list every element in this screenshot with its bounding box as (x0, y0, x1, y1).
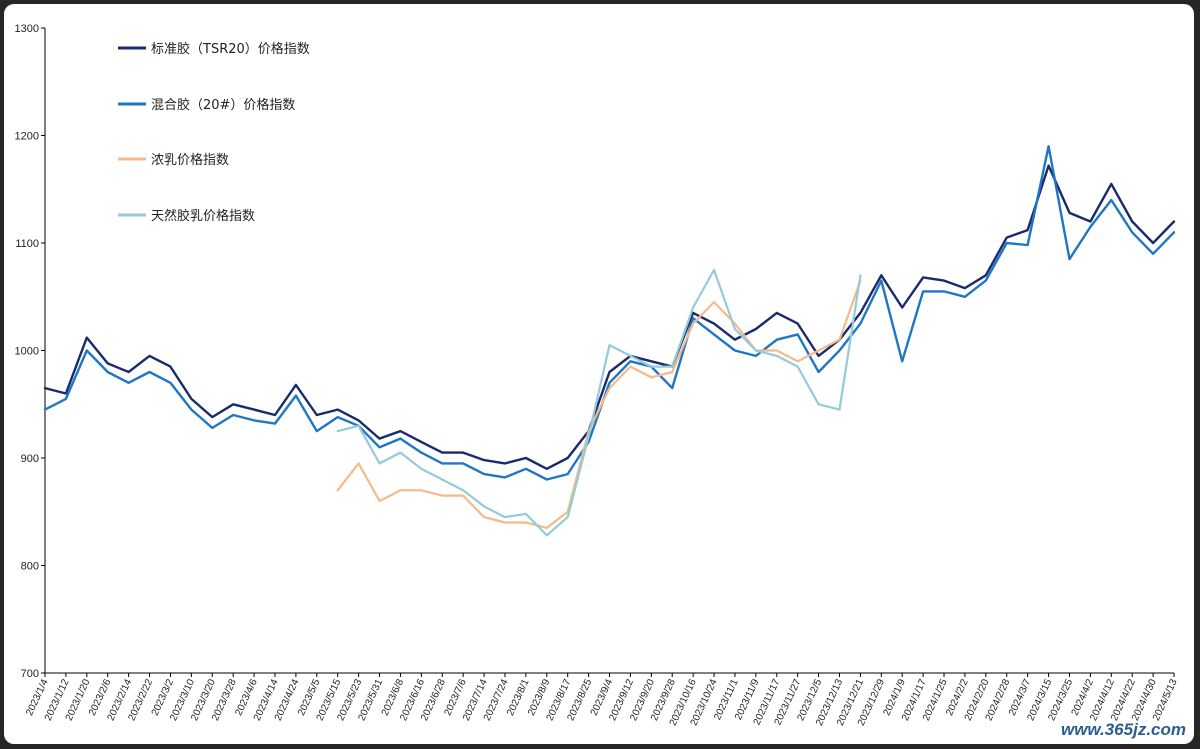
legend-label: 标准胶（TSR20）价格指数 (151, 41, 310, 57)
series-line-2 (43, 145, 1176, 481)
watermark: www.365jz.com (1061, 720, 1186, 739)
series-lines (43, 145, 1176, 537)
series-line-4 (336, 268, 862, 537)
chart-frame: 700 800 900 1000 1100 1200 1300 2023/1/4 2023/1/… (4, 4, 1194, 744)
series-line-3 (336, 279, 862, 530)
line-chart: 70080090010001100120013002023/1/42023/1/… (15, 23, 1186, 739)
y-tick-label: 1200 (15, 131, 39, 143)
series-line-1 (43, 164, 1176, 470)
y-tick-label: 1100 (15, 238, 39, 250)
axes: 70080090010001100120013002023/1/42023/1/… (15, 23, 1180, 728)
y-tick-label: 900 (21, 453, 39, 465)
y-tick-label: 800 (21, 561, 39, 573)
legend-label: 浓乳价格指数 (151, 152, 229, 168)
legend-label: 混合胶（20#）价格指数 (151, 97, 295, 113)
y-tick-label: 1000 (15, 346, 39, 358)
y-tick-label: 700 (21, 668, 39, 680)
y-tick-label: 1300 (15, 23, 39, 35)
legend-label: 天然胶乳价格指数 (151, 208, 255, 224)
